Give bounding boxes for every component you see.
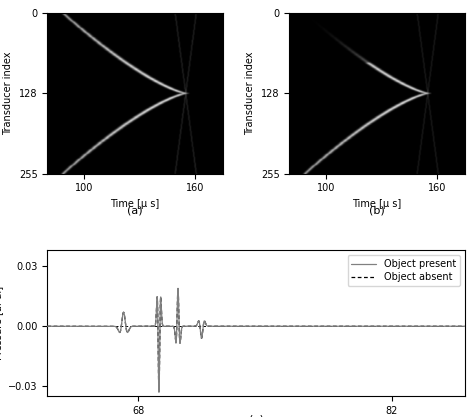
Y-axis label: Transducer index: Transducer index xyxy=(3,51,13,135)
Line: Object present: Object present xyxy=(47,288,465,392)
Object absent xyxy=(175,286,181,291)
Object absent xyxy=(45,324,50,329)
Line: Object absent: Object absent xyxy=(47,288,465,392)
Text: (b): (b) xyxy=(369,206,385,216)
Object absent xyxy=(117,330,123,335)
Object present xyxy=(462,324,467,329)
Object absent xyxy=(205,324,210,329)
Object present xyxy=(409,324,414,329)
Y-axis label: Pressure [a. u.]: Pressure [a. u.] xyxy=(0,286,3,360)
Object absent xyxy=(454,324,459,329)
X-axis label: Time [μ s]: Time [μ s] xyxy=(110,199,160,209)
Object present xyxy=(205,324,210,329)
Text: (c): (c) xyxy=(248,414,264,417)
Text: (a): (a) xyxy=(127,206,143,216)
Object present xyxy=(223,324,228,329)
Object present xyxy=(92,324,98,329)
Object present xyxy=(175,286,181,291)
Object present xyxy=(156,389,162,394)
Object absent xyxy=(156,389,162,394)
Object present xyxy=(454,324,459,329)
Object absent xyxy=(462,324,467,329)
Object present xyxy=(117,330,123,335)
Object absent xyxy=(223,324,228,329)
Legend: Object present, Object absent: Object present, Object absent xyxy=(347,255,460,286)
Object absent xyxy=(92,324,98,329)
X-axis label: Time [μ s]: Time [μ s] xyxy=(352,199,401,209)
Y-axis label: Transducer index: Transducer index xyxy=(245,51,255,135)
Object absent xyxy=(409,324,414,329)
Object present xyxy=(45,324,50,329)
